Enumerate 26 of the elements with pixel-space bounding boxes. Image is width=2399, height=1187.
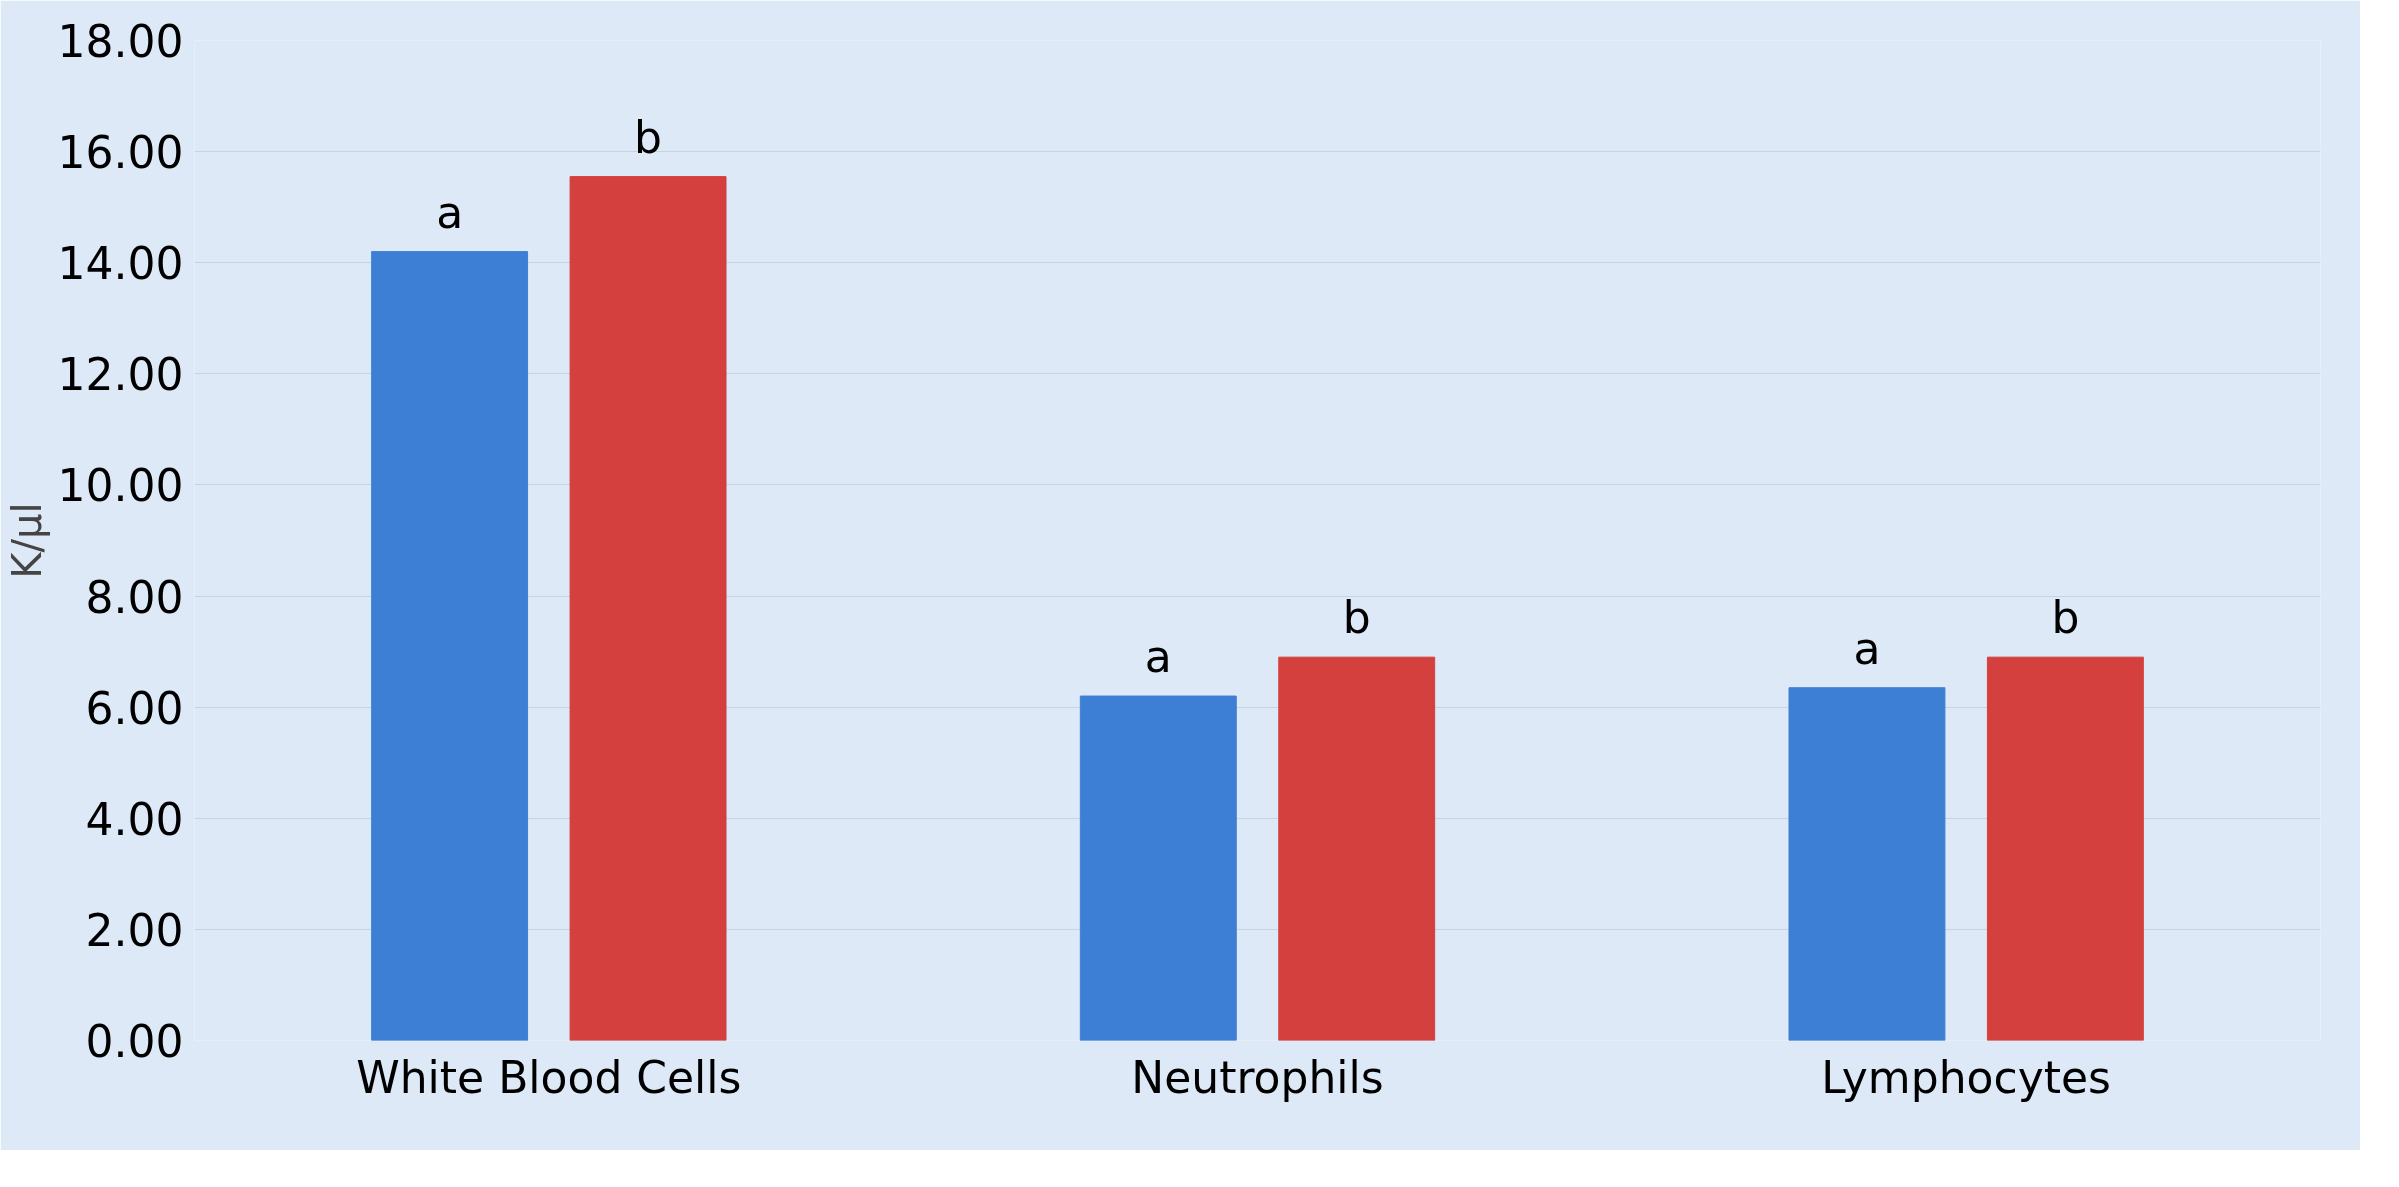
y-tick-label: 4.00 bbox=[85, 793, 184, 845]
bar bbox=[1278, 656, 1436, 1041]
data-label: a bbox=[436, 186, 464, 238]
bar bbox=[569, 176, 727, 1041]
x-tick-label: Lymphocytes bbox=[1821, 1051, 2111, 1103]
bar bbox=[1079, 695, 1237, 1041]
y-tick-label: 18.00 bbox=[57, 16, 184, 67]
x-tick-label: Neutrophils bbox=[1131, 1051, 1384, 1103]
y-tick-label: 6.00 bbox=[85, 682, 184, 734]
data-label: a bbox=[1853, 622, 1881, 674]
data-label: b bbox=[634, 111, 663, 163]
y-tick-label: 0.00 bbox=[85, 1016, 184, 1067]
y-tick-label: 16.00 bbox=[57, 127, 184, 179]
y-axis-title: K/µl bbox=[3, 502, 50, 579]
data-label: a bbox=[1144, 631, 1172, 683]
data-label: b bbox=[2051, 592, 2080, 644]
y-tick-label: 8.00 bbox=[85, 571, 184, 623]
bar bbox=[371, 251, 529, 1041]
y-tick-label: 2.00 bbox=[85, 904, 184, 956]
data-label: b bbox=[1342, 592, 1371, 644]
bar bbox=[1788, 687, 1946, 1041]
y-tick-label: 12.00 bbox=[57, 349, 184, 401]
bar bbox=[1986, 656, 2144, 1041]
y-tick-label: 10.00 bbox=[57, 460, 184, 512]
x-tick-label: White Blood Cells bbox=[356, 1051, 742, 1103]
y-tick-label: 14.00 bbox=[57, 238, 184, 290]
